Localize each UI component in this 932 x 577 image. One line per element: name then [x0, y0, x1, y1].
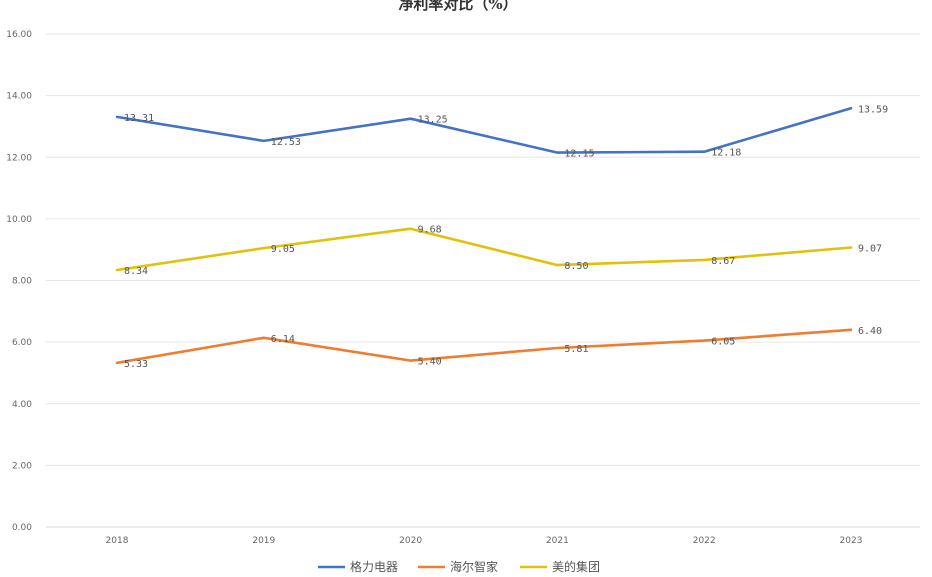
data-label: 6.40	[858, 326, 882, 337]
series-line-1	[115, 328, 853, 365]
y-tick-label: 4.00	[12, 400, 32, 410]
y-tick-label: 12.00	[6, 153, 32, 163]
data-label: 6.14	[271, 334, 295, 345]
y-tick-label: 0.00	[12, 523, 32, 533]
data-label: 8.34	[124, 266, 148, 277]
data-label: 5.33	[124, 359, 148, 370]
legend-item-1: 海尔智家	[418, 559, 498, 574]
data-label: 12.53	[271, 137, 301, 148]
data-label: 9.05	[271, 244, 295, 255]
data-label: 12.15	[564, 149, 594, 160]
x-tick-label: 2020	[399, 536, 422, 546]
y-tick-label: 14.00	[6, 92, 32, 102]
legend-item-0: 格力电器	[318, 559, 398, 574]
y-tick-label: 8.00	[12, 277, 32, 287]
series-line-0	[115, 107, 853, 154]
x-tick-label: 2018	[106, 536, 129, 546]
y-tick-label: 2.00	[12, 461, 32, 471]
x-tick-label: 2023	[840, 536, 863, 546]
grid-lines	[46, 33, 920, 528]
legend-label: 格力电器	[350, 559, 398, 574]
x-tick-label: 2022	[693, 536, 716, 546]
x-axis-tick-labels: 2018 2019 2020 2021 2022 2023	[106, 536, 863, 546]
x-tick-label: 2019	[252, 536, 275, 546]
y-tick-label: 6.00	[12, 338, 32, 348]
data-label: 9.07	[858, 244, 882, 255]
data-label: 13.25	[418, 115, 448, 126]
data-label: 5.81	[564, 344, 588, 355]
y-axis-tick-labels: 0.00 2.00 4.00 6.00 8.00 10.00 12.00 14.00 16.00	[6, 30, 32, 533]
legend-label: 海尔智家	[450, 559, 498, 574]
legend-label: 美的集团	[552, 559, 600, 574]
legend-item-2: 美的集团	[520, 559, 600, 574]
data-label: 13.31	[124, 113, 154, 124]
data-label: 8.50	[564, 261, 588, 272]
series-line-2	[115, 227, 853, 272]
y-tick-label: 16.00	[6, 30, 32, 40]
legend: 格力电器 海尔智家 美的集团	[318, 559, 600, 574]
data-label: 6.05	[711, 337, 735, 348]
data-label: 12.18	[711, 148, 741, 159]
series-lines	[115, 107, 853, 365]
y-tick-label: 10.00	[6, 215, 32, 225]
data-label: 13.59	[858, 104, 888, 115]
chart-title: 净利率对比（%）	[398, 0, 517, 13]
data-label: 9.68	[418, 225, 442, 236]
data-label: 5.40	[418, 357, 442, 368]
data-label: 8.67	[711, 256, 735, 267]
x-tick-label: 2021	[546, 536, 569, 546]
data-labels: 13.31 12.53 13.25 12.15 12.18 13.59 5.33 6.14 5.…	[124, 104, 888, 370]
